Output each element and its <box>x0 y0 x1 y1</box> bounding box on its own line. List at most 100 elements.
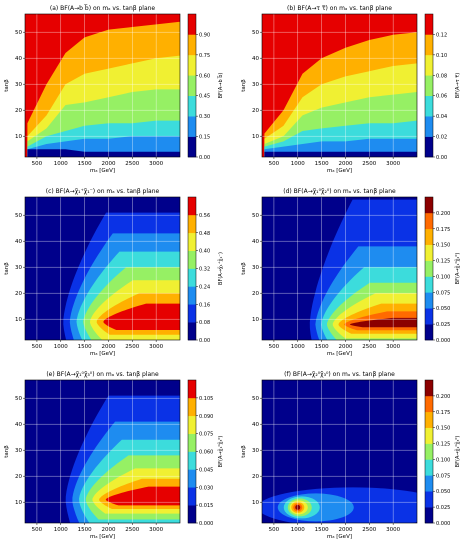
chart-title: (e) BF(A→χ̃₁⁰χ̃₃⁰) on mₐ vs. tanβ plane <box>46 371 159 378</box>
colorbar-segment <box>188 197 196 216</box>
x-tick-label: 2000 <box>338 161 352 167</box>
x-tick-label: 3000 <box>386 161 400 167</box>
x-tick-label: 3000 <box>386 344 400 350</box>
x-tick-label: 1500 <box>78 527 92 533</box>
x-tick-label: 2000 <box>101 344 115 350</box>
y-tick-label: 40 <box>15 239 22 245</box>
x-axis-label: mₐ [GeV] <box>90 168 115 174</box>
x-tick-label: 500 <box>269 527 280 533</box>
colorbar-tick-label: 0.06 <box>436 94 447 100</box>
x-tick-label: 2500 <box>125 344 139 350</box>
colorbar-label: BF(A→χ̃₁⁰χ̃₂⁰) <box>455 253 461 285</box>
x-tick-label: 3000 <box>149 344 163 350</box>
y-axis-label: tanβ <box>241 262 247 275</box>
x-tick-label: 2000 <box>338 527 352 533</box>
x-tick-label: 1500 <box>78 344 92 350</box>
colorbar-tick-label: 0.100 <box>436 457 450 463</box>
colorbar-segment <box>188 304 196 323</box>
y-axis-label: tanβ <box>4 262 10 275</box>
colorbar-segment <box>188 505 196 524</box>
colorbar-tick-label: 0.015 <box>199 503 213 509</box>
x-tick-label: 500 <box>269 161 280 167</box>
x-axis-label: mₐ [GeV] <box>327 351 352 357</box>
y-tick-label: 30 <box>252 448 259 454</box>
plot-area-e <box>25 380 180 523</box>
colorbar-segment <box>188 214 196 234</box>
colorbar-tick-label: 0.060 <box>199 450 213 456</box>
colorbar-segment <box>425 380 433 397</box>
contour-region-level-7 <box>103 303 180 330</box>
y-axis-label: tanβ <box>4 445 10 458</box>
colorbar-segment <box>425 276 433 293</box>
chart-c: 500 1000 1500 2000 2500 3000 10 20 30 40 50 mₐ [GeV… <box>4 188 224 357</box>
x-tick-label: 1500 <box>315 527 329 533</box>
colorbar-tick-label: 0.045 <box>199 467 213 473</box>
colorbar-segment <box>188 34 196 56</box>
colorbar-segment <box>425 308 433 325</box>
x-tick-label: 1000 <box>54 161 68 167</box>
y-tick-label: 50 <box>252 213 259 219</box>
colorbar-tick-label: 0.02 <box>436 135 447 141</box>
y-tick-label: 30 <box>15 82 22 88</box>
colorbar-tick-label: 0.030 <box>199 485 213 491</box>
colorbar-tick-label: 0.075 <box>436 473 450 479</box>
colorbar-tick-label: 0.56 <box>199 213 210 219</box>
colorbar-segment <box>188 322 196 341</box>
colorbar-label: BF(A→χ̃₁⁺χ̃₁⁻) <box>218 252 224 285</box>
colorbar-tick-label: 0.10 <box>436 53 447 59</box>
colorbar-tick-label: 0.050 <box>436 489 450 495</box>
y-tick-label: 50 <box>15 30 22 36</box>
colorbar-tick-label: 0.00 <box>436 155 447 161</box>
chart-a: 500 1000 1500 2000 2500 3000 10 20 30 40 50 mₐ [GeV… <box>4 5 224 174</box>
colorbar-frame <box>424 13 434 158</box>
colorbar-tick-label: 0.45 <box>199 94 210 100</box>
plot-frame-e <box>24 379 181 524</box>
y-tick-label: 20 <box>252 474 259 480</box>
colorbar-segment <box>188 268 196 287</box>
plot-frame-b <box>261 13 418 158</box>
contour-region-level-8 <box>349 317 417 328</box>
chart-title: (d) BF(A→χ̃₁⁰χ̃₂⁰) on mₐ vs. tanβ plane <box>283 188 396 195</box>
colorbar-segment <box>425 75 433 97</box>
colorbar-tick-label: 0.48 <box>199 231 210 237</box>
x-tick-label: 1000 <box>54 344 68 350</box>
y-tick-label: 40 <box>15 422 22 428</box>
plot-area-a <box>25 14 180 157</box>
colorbar-segment <box>188 469 196 488</box>
chart-b: 500 1000 1500 2000 2500 3000 10 20 30 40 50 mₐ [GeV… <box>241 5 461 174</box>
colorbar-segment <box>425 212 433 230</box>
y-tick-label: 20 <box>15 108 22 114</box>
colorbar-tick-label: 0.105 <box>199 396 213 402</box>
y-tick-label: 10 <box>15 134 22 140</box>
x-tick-label: 1500 <box>78 161 92 167</box>
colorbar-segment <box>425 228 433 245</box>
x-tick-label: 2500 <box>125 161 139 167</box>
y-tick-label: 20 <box>252 291 259 297</box>
plot-frame-f <box>261 379 418 524</box>
x-tick-label: 2000 <box>338 344 352 350</box>
colorbar-segment <box>188 116 196 137</box>
colorbar-frame <box>187 13 197 158</box>
panel-b: 500 1000 1500 2000 2500 3000 10 20 30 40 50 mₐ [GeV… <box>237 0 474 183</box>
y-tick-label: 30 <box>252 265 259 271</box>
colorbar-tick-label: 0.125 <box>436 259 450 265</box>
colorbar-tick-label: 0.08 <box>199 320 210 326</box>
y-tick-label: 10 <box>252 317 259 323</box>
y-axis-label: tanβ <box>4 79 10 92</box>
colorbar-segment <box>188 95 196 117</box>
colorbar-segment <box>425 95 433 117</box>
x-axis-label: mₐ [GeV] <box>327 534 352 540</box>
x-tick-label: 2500 <box>362 161 376 167</box>
y-tick-label: 10 <box>252 500 259 506</box>
y-tick-label: 20 <box>252 108 259 114</box>
colorbar-tick-label: 0.175 <box>436 410 450 416</box>
panel-f: 500 1000 1500 2000 2500 3000 10 20 30 40 50 mₐ [GeV… <box>237 366 474 549</box>
colorbar-tick-label: 0.24 <box>199 284 210 290</box>
colorbar-segment <box>425 197 433 214</box>
colorbar-tick-label: 0.025 <box>436 505 450 511</box>
colorbar-segment <box>425 443 433 460</box>
colorbar-segment <box>425 507 433 524</box>
plot-area-c <box>25 197 180 340</box>
colorbar-tick-label: 0.12 <box>436 32 447 38</box>
colorbar-tick-label: 0.090 <box>199 414 213 420</box>
